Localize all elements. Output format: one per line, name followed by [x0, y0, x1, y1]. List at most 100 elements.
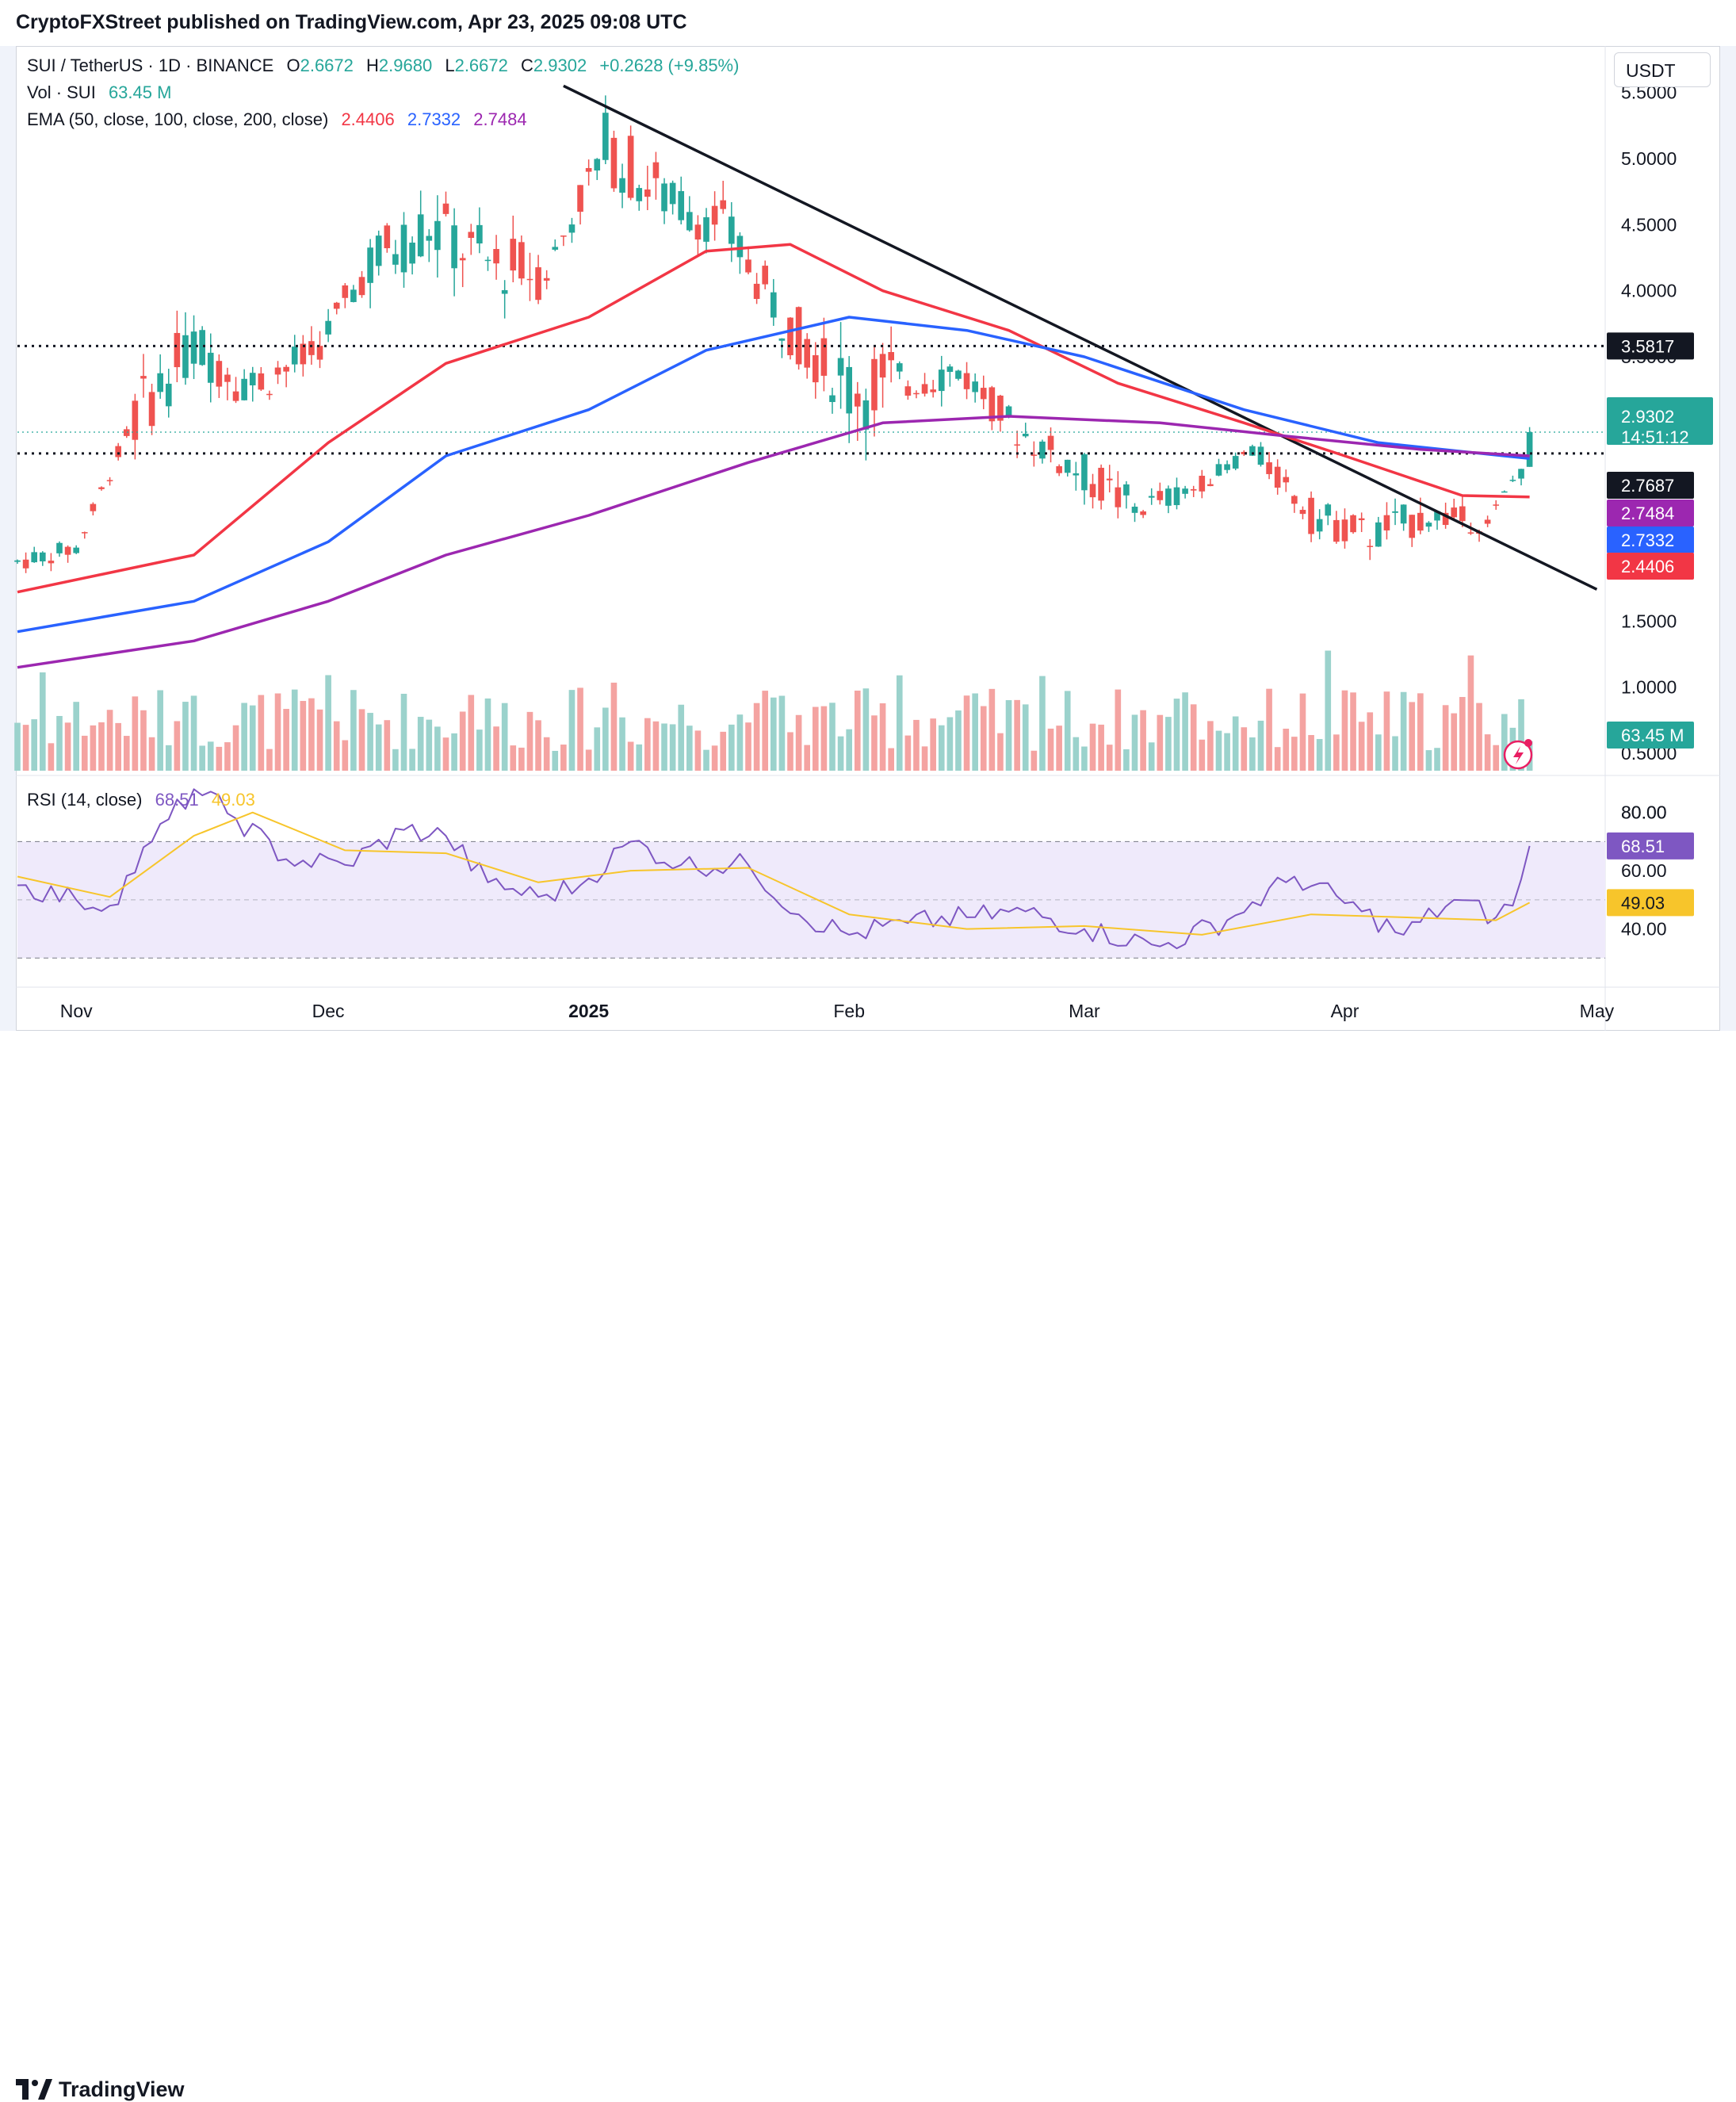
- candle-body[interactable]: [232, 391, 239, 401]
- candle-body[interactable]: [820, 338, 828, 376]
- candle-body[interactable]: [392, 254, 399, 265]
- candle-body[interactable]: [367, 247, 373, 283]
- candle-body[interactable]: [375, 235, 382, 266]
- candle-body[interactable]: [1131, 507, 1138, 513]
- candle-body[interactable]: [48, 561, 55, 564]
- candle-body[interactable]: [1442, 512, 1449, 526]
- candle-body[interactable]: [720, 200, 727, 209]
- candle-body[interactable]: [753, 283, 760, 300]
- candle-body[interactable]: [1073, 473, 1080, 476]
- candle-body[interactable]: [787, 317, 793, 356]
- candle-body[interactable]: [501, 289, 508, 294]
- candle-body[interactable]: [316, 346, 323, 360]
- candle-body[interactable]: [795, 307, 802, 365]
- rsi-line[interactable]: [17, 788, 1531, 950]
- candle-body[interactable]: [913, 392, 920, 395]
- candle-body[interactable]: [434, 220, 441, 251]
- candle-body[interactable]: [350, 289, 357, 302]
- candle-body[interactable]: [1215, 464, 1222, 476]
- ema50-line[interactable]: [17, 243, 1530, 594]
- candle-body[interactable]: [703, 217, 709, 242]
- candle-body[interactable]: [812, 355, 819, 383]
- candle-body[interactable]: [325, 320, 331, 335]
- candle-body[interactable]: [1350, 515, 1356, 533]
- candle-body[interactable]: [1081, 454, 1088, 491]
- candle-body[interactable]: [829, 395, 835, 403]
- candle-body[interactable]: [636, 188, 643, 201]
- candle-body[interactable]: [442, 203, 449, 214]
- candle-body[interactable]: [526, 278, 533, 281]
- candle-body[interactable]: [493, 249, 499, 264]
- candle-body[interactable]: [669, 182, 676, 205]
- candle-body[interactable]: [988, 387, 996, 422]
- candle-body[interactable]: [1518, 469, 1524, 479]
- candle-body[interactable]: [258, 373, 265, 390]
- candle-body[interactable]: [1056, 466, 1062, 473]
- candle-body[interactable]: [1224, 464, 1230, 470]
- candle-body[interactable]: [535, 267, 541, 301]
- ema-label[interactable]: EMA (50, close, 100, close, 200, close): [27, 109, 329, 129]
- candle-body[interactable]: [358, 277, 365, 296]
- candle-body[interactable]: [1341, 519, 1348, 542]
- candle-body[interactable]: [190, 331, 197, 364]
- candle-body[interactable]: [1173, 487, 1180, 506]
- candle-body[interactable]: [1493, 504, 1500, 506]
- candle-body[interactable]: [106, 480, 113, 481]
- candle-body[interactable]: [417, 214, 424, 257]
- candle-body[interactable]: [207, 352, 214, 383]
- candle-body[interactable]: [342, 285, 349, 298]
- candle-body[interactable]: [1367, 546, 1374, 547]
- candle-body[interactable]: [73, 547, 80, 553]
- candle-body[interactable]: [585, 167, 592, 172]
- candle-body[interactable]: [652, 162, 660, 178]
- candle-body[interactable]: [577, 185, 583, 212]
- candle-body[interactable]: [1157, 491, 1164, 500]
- candle-body[interactable]: [459, 258, 466, 261]
- candle-body[interactable]: [888, 351, 894, 361]
- candle-body[interactable]: [22, 559, 29, 569]
- candle-body[interactable]: [1089, 484, 1096, 498]
- candle-body[interactable]: [1400, 504, 1407, 524]
- candle-body[interactable]: [770, 292, 777, 318]
- candle-body[interactable]: [1308, 497, 1314, 534]
- candle-body[interactable]: [90, 503, 97, 511]
- candle-body[interactable]: [1266, 462, 1272, 474]
- candle-body[interactable]: [31, 552, 38, 563]
- candle-body[interactable]: [1467, 532, 1474, 534]
- candle-body[interactable]: [1257, 446, 1264, 465]
- candle-body[interactable]: [274, 367, 281, 375]
- candle-body[interactable]: [241, 378, 247, 400]
- candle-body[interactable]: [963, 373, 970, 389]
- candle-body[interactable]: [132, 400, 139, 440]
- candle-body[interactable]: [972, 381, 978, 392]
- candle-body[interactable]: [1299, 510, 1306, 515]
- candle-body[interactable]: [837, 358, 844, 376]
- candle-body[interactable]: [997, 395, 1004, 421]
- candle-body[interactable]: [1509, 480, 1516, 481]
- candle-body[interactable]: [1274, 466, 1281, 488]
- candle-body[interactable]: [1098, 467, 1104, 501]
- candle-body[interactable]: [552, 247, 559, 250]
- candle-body[interactable]: [1425, 523, 1432, 527]
- symbol-label[interactable]: SUI / TetherUS · 1D · BINANCE: [27, 56, 274, 75]
- candle-body[interactable]: [1249, 446, 1256, 456]
- rsi-ma-line[interactable]: [17, 811, 1531, 936]
- candle-body[interactable]: [1014, 444, 1020, 446]
- candle-body[interactable]: [896, 363, 903, 372]
- candle-body[interactable]: [1526, 431, 1533, 467]
- chart-canvas[interactable]: 0.50001.00001.50002.00002.50003.00003.50…: [0, 0, 1736, 1031]
- candle-body[interactable]: [1064, 459, 1071, 473]
- candle-body[interactable]: [308, 341, 315, 355]
- candle-body[interactable]: [678, 191, 685, 220]
- candle-body[interactable]: [1047, 435, 1054, 450]
- candle-body[interactable]: [1325, 504, 1332, 516]
- candle-body[interactable]: [694, 224, 702, 240]
- candle-body[interactable]: [955, 370, 962, 379]
- candle-body[interactable]: [199, 330, 205, 366]
- candle-body[interactable]: [484, 259, 491, 262]
- candle-body[interactable]: [300, 343, 307, 365]
- candle-body[interactable]: [1375, 522, 1382, 547]
- candle-body[interactable]: [426, 235, 433, 241]
- candle-body[interactable]: [686, 212, 693, 231]
- ema200-line[interactable]: [17, 415, 1530, 669]
